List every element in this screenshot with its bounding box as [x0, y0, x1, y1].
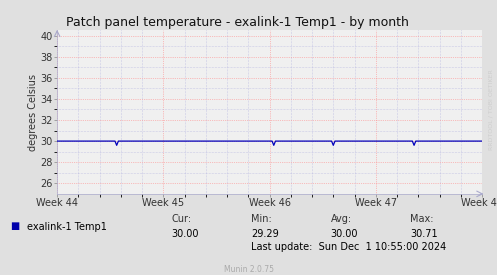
Text: Cur:: Cur:	[171, 214, 191, 224]
Text: Avg:: Avg:	[331, 214, 352, 224]
Y-axis label: degrees Celsius: degrees Celsius	[28, 73, 38, 151]
Text: 29.29: 29.29	[251, 229, 279, 239]
Text: exalink-1 Temp1: exalink-1 Temp1	[27, 222, 107, 232]
Text: Munin 2.0.75: Munin 2.0.75	[224, 265, 273, 274]
Text: Min:: Min:	[251, 214, 272, 224]
Text: Patch panel temperature - exalink-1 Temp1 - by month: Patch panel temperature - exalink-1 Temp…	[66, 16, 409, 29]
Text: RRDTOOL / TOBI OETIKER: RRDTOOL / TOBI OETIKER	[489, 70, 494, 150]
Text: Max:: Max:	[410, 214, 433, 224]
Text: ■: ■	[10, 221, 19, 230]
Text: 30.00: 30.00	[171, 229, 199, 239]
Text: Last update:  Sun Dec  1 10:55:00 2024: Last update: Sun Dec 1 10:55:00 2024	[251, 243, 446, 252]
Text: 30.00: 30.00	[331, 229, 358, 239]
Text: 30.71: 30.71	[410, 229, 438, 239]
